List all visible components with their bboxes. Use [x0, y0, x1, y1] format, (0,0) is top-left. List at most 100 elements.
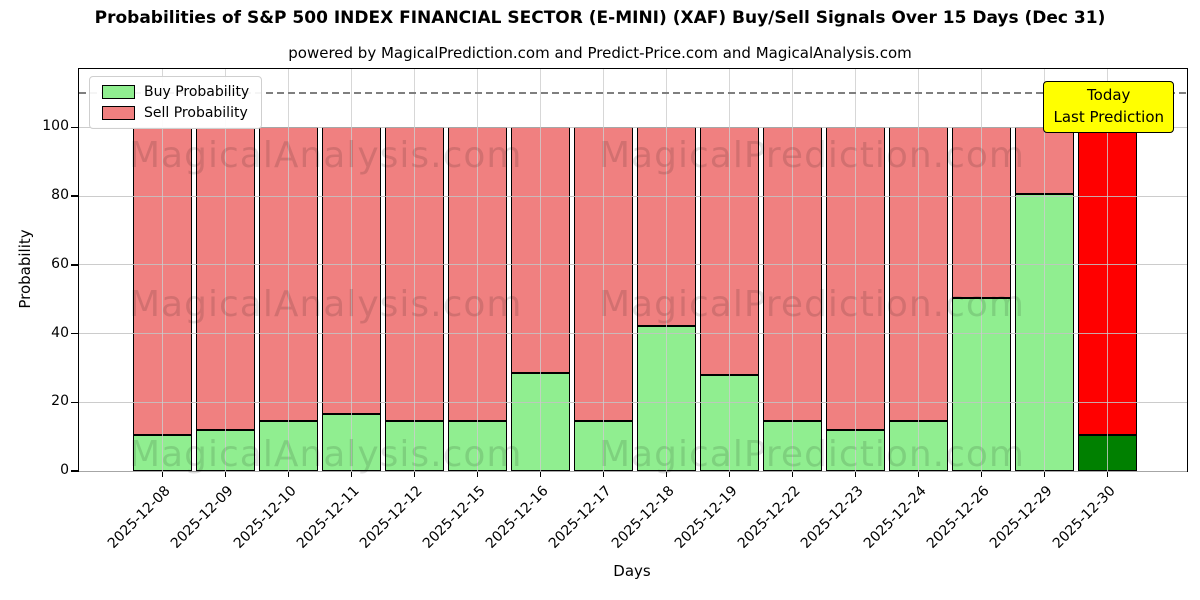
bar-buy-segment	[826, 429, 885, 471]
y-tick-mark	[71, 264, 79, 266]
x-tick-label-text: 2025-12-10	[230, 483, 300, 552]
x-tick-label-text: 2025-12-16	[482, 483, 552, 552]
x-tick-label-text: 2025-12-18	[608, 483, 678, 552]
x-tick-label-text: 2025-12-22	[734, 483, 804, 552]
bar-buy-segment	[448, 421, 507, 471]
x-tick-label: 2025-12-23	[626, 480, 867, 552]
x-tick-mark	[728, 471, 731, 477]
bar-buy-segment	[511, 373, 570, 471]
y-tick-label: 40	[51, 324, 69, 341]
bar-group	[574, 127, 633, 471]
x-tick-label: 2025-12-30	[878, 480, 1119, 552]
y-tick-label: 80	[51, 187, 69, 204]
x-tick-mark	[224, 471, 227, 477]
x-tick-label: 2025-12-10	[59, 480, 300, 552]
x-tick-mark	[1106, 471, 1109, 477]
chart-title: Probabilities of S&P 500 INDEX FINANCIAL…	[94, 8, 1106, 28]
bar-buy-segment	[889, 421, 948, 471]
bar-group	[1078, 127, 1137, 471]
today-annotation: Today Last Prediction	[1043, 81, 1174, 133]
x-tick-label-text: 2025-12-09	[167, 483, 237, 552]
bar-group	[448, 127, 507, 471]
bar-sell-segment	[826, 127, 885, 430]
x-tick-label: 2025-12-22	[563, 480, 804, 552]
bar-group	[889, 127, 948, 471]
x-tick-label-text: 2025-12-11	[293, 483, 363, 552]
legend-item-buy: Buy Probability	[102, 84, 249, 100]
y-tick-label: 20	[51, 393, 69, 410]
legend-buy-label: Buy Probability	[144, 84, 250, 100]
bar-buy-segment	[133, 434, 192, 471]
x-tick-label-text: 2025-12-24	[860, 483, 930, 552]
x-tick-mark	[413, 471, 416, 477]
bar-sell-segment	[385, 127, 444, 422]
y-axis-label: Probability	[16, 229, 34, 309]
bar-sell-segment	[1015, 127, 1074, 195]
x-tick-label-text: 2025-12-26	[923, 483, 993, 552]
bar-sell-segment	[196, 127, 255, 430]
y-tick-mark	[71, 195, 79, 197]
bar-sell-segment	[889, 127, 948, 422]
sell-color-swatch	[102, 106, 135, 120]
bar-buy-segment	[322, 414, 381, 471]
bar-sell-segment	[322, 127, 381, 415]
chart-subtitle: powered by MagicalPrediction.com and Pre…	[288, 44, 912, 62]
legend-item-sell: Sell Probability	[102, 105, 249, 121]
bar-group	[133, 127, 192, 471]
y-tick-mark	[71, 401, 79, 403]
bar-group	[952, 127, 1011, 471]
x-tick-label: 2025-12-16	[311, 480, 552, 552]
x-tick-mark	[161, 471, 164, 477]
bar-group	[1015, 127, 1074, 471]
x-tick-label: 2025-12-29	[815, 480, 1056, 552]
bar-group	[826, 127, 885, 471]
bar-sell-segment	[763, 127, 822, 422]
bar-buy-segment	[196, 429, 255, 471]
x-tick-label: 2025-12-11	[122, 480, 363, 552]
bar-buy-segment	[574, 421, 633, 471]
x-tick-label: 2025-12-17	[374, 480, 615, 552]
bar-sell-segment	[448, 127, 507, 422]
y-tick-label: 100	[42, 118, 69, 135]
x-tick-mark	[602, 471, 605, 477]
bar-group	[322, 127, 381, 471]
bar-buy-segment	[952, 298, 1011, 471]
x-tick-label-text: 2025-12-08	[104, 483, 174, 552]
x-tick-label: 2025-12-15	[248, 480, 489, 552]
bar-sell-segment	[637, 127, 696, 326]
y-tick-label: 0	[60, 462, 69, 478]
today-annotation-line1: Today	[1087, 86, 1131, 104]
legend: Buy Probability Sell Probability	[89, 76, 263, 129]
x-tick-mark	[665, 471, 668, 477]
y-tick-mark	[71, 470, 79, 472]
bar-group	[637, 127, 696, 471]
bar-sell-segment	[700, 127, 759, 375]
x-tick-label-text: 2025-12-12	[356, 483, 426, 552]
bar-sell-segment	[574, 127, 633, 422]
bar-buy-segment	[637, 325, 696, 471]
bar-group	[196, 127, 255, 471]
bar-sell-segment	[133, 127, 192, 435]
x-tick-label: 2025-12-12	[185, 480, 426, 552]
bar-group	[259, 127, 318, 471]
x-axis-label: Days	[613, 562, 651, 580]
x-tick-mark	[1043, 471, 1046, 477]
x-tick-label-text: 2025-12-19	[671, 483, 741, 552]
x-tick-label: 2025-12-19	[500, 480, 741, 552]
bar-sell-segment	[1078, 127, 1137, 435]
x-tick-label-text: 2025-12-29	[986, 483, 1056, 552]
bar-group	[763, 127, 822, 471]
x-tick-mark	[980, 471, 983, 477]
x-tick-mark	[791, 471, 794, 477]
today-annotation-line2: Last Prediction	[1053, 107, 1164, 126]
x-tick-mark	[854, 471, 857, 477]
bar-group	[511, 127, 570, 471]
bar-buy-segment	[1078, 434, 1137, 471]
x-tick-label: 2025-12-09	[0, 480, 237, 552]
x-tick-label-text: 2025-12-15	[419, 483, 489, 552]
x-tick-label: 2025-12-24	[689, 480, 930, 552]
bar-buy-segment	[1015, 194, 1074, 471]
bar-group	[700, 127, 759, 471]
buy-color-swatch	[102, 85, 135, 99]
